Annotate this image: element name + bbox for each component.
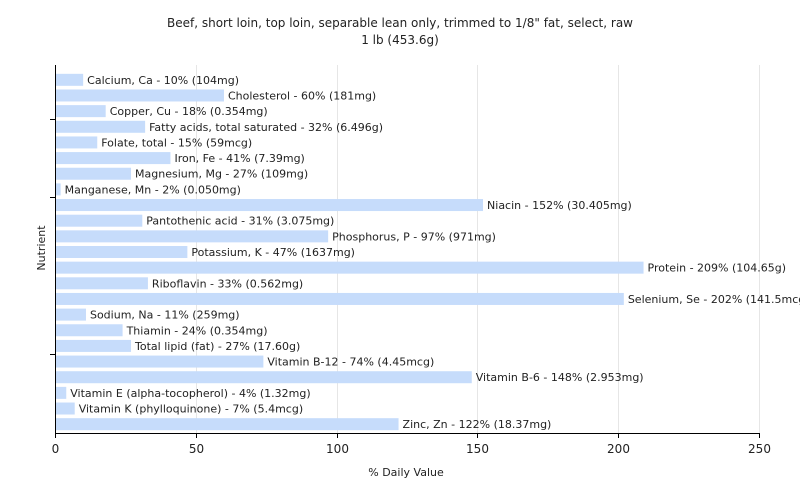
bar-label: Pantothenic acid - 31% (3.075mg) — [146, 215, 334, 228]
bar-label: Manganese, Mn - 2% (0.050mg) — [65, 183, 241, 196]
bar-label: Iron, Fe - 41% (7.39mg) — [174, 152, 304, 165]
bar — [56, 324, 123, 337]
chart-title: Beef, short loin, top loin, separable le… — [167, 16, 633, 30]
bar — [56, 355, 264, 368]
bar-label: Calcium, Ca - 10% (104mg) — [87, 74, 239, 87]
bar — [56, 199, 484, 212]
bar-label: Vitamin B-6 - 148% (2.953mg) — [476, 371, 644, 384]
bar — [56, 339, 132, 352]
bar-label: Potassium, K - 47% (1637mg) — [191, 246, 355, 259]
x-tick-label: 100 — [326, 442, 349, 456]
chart-subtitle: 1 lb (453.6g) — [361, 33, 439, 47]
bar — [56, 105, 106, 118]
bar — [56, 89, 224, 102]
bar — [56, 308, 86, 321]
bar-label: Protein - 209% (104.65g) — [648, 262, 787, 275]
bar — [56, 167, 132, 180]
bar — [56, 136, 98, 149]
bar — [56, 386, 67, 399]
bar-label: Fatty acids, total saturated - 32% (6.49… — [149, 121, 383, 134]
x-tick-label: 50 — [189, 442, 204, 456]
bar-label: Selenium, Se - 202% (141.5mcg) — [628, 293, 800, 306]
bar-label: Vitamin K (phylloquinone) - 7% (5.4mcg) — [79, 403, 303, 416]
bar-label: Folate, total - 15% (59mcg) — [101, 136, 252, 149]
bar-label: Vitamin E (alpha-tocopherol) - 4% (1.32m… — [70, 387, 310, 400]
bar — [56, 152, 171, 165]
bar-label: Riboflavin - 33% (0.562mg) — [152, 277, 303, 290]
x-tick-label: 150 — [466, 442, 489, 456]
bar — [56, 120, 146, 133]
bar — [56, 418, 399, 431]
bar-label: Phosphorus, P - 97% (971mg) — [332, 230, 496, 243]
bar-label: Total lipid (fat) - 27% (17.60g) — [134, 340, 300, 353]
x-tick-label: 250 — [748, 442, 771, 456]
bar — [56, 183, 61, 196]
bar — [56, 230, 329, 243]
bar — [56, 292, 624, 305]
x-tick-label: 0 — [52, 442, 60, 456]
y-axis-label: Nutrient — [35, 225, 48, 271]
bar-label: Magnesium, Mg - 27% (109mg) — [135, 168, 308, 181]
bar-label: Niacin - 152% (30.405mg) — [487, 199, 632, 212]
bar-label: Thiamin - 24% (0.354mg) — [126, 324, 268, 337]
x-tick-label: 200 — [607, 442, 630, 456]
x-axis-label: % Daily Value — [368, 466, 444, 479]
bar — [56, 402, 75, 415]
bar — [56, 371, 472, 384]
bars: Calcium, Ca - 10% (104mg) Cholesterol - 6… — [56, 73, 800, 431]
bar-label: Copper, Cu - 18% (0.354mg) — [110, 105, 268, 118]
axes: 0 50 100 150 200 250 — [50, 65, 771, 456]
bar — [56, 277, 148, 290]
bar-label: Vitamin B-12 - 74% (4.45mcg) — [267, 356, 434, 369]
bar — [56, 73, 84, 86]
bar-label: Cholesterol - 60% (181mg) — [228, 89, 376, 102]
bar-label: Sodium, Na - 11% (259mg) — [90, 309, 240, 322]
bar — [56, 246, 188, 258]
bar — [56, 261, 644, 274]
bar-label: Zinc, Zn - 122% (18.37mg) — [403, 418, 552, 431]
bar — [56, 214, 143, 227]
